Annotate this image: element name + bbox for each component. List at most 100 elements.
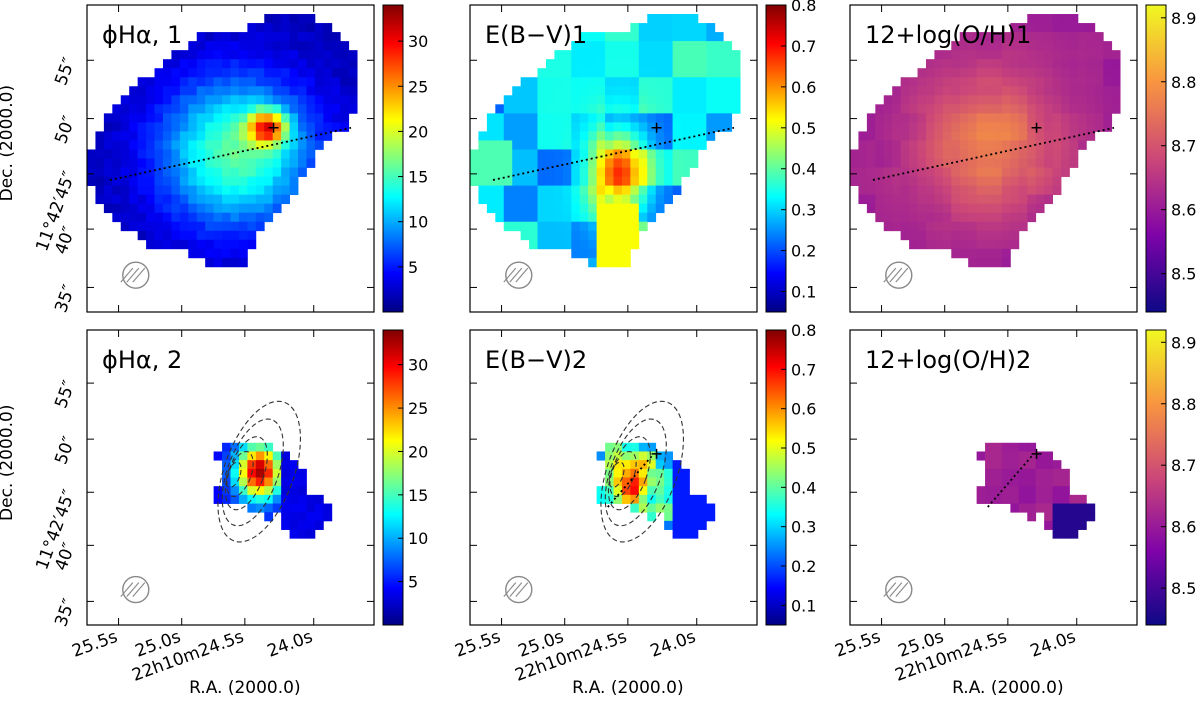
pixel bbox=[655, 460, 665, 470]
pixel bbox=[314, 131, 324, 141]
pixel bbox=[621, 203, 631, 214]
pixel bbox=[714, 104, 724, 114]
pixel bbox=[264, 194, 274, 205]
pixel bbox=[281, 451, 290, 461]
pixel bbox=[900, 194, 910, 205]
pixel bbox=[588, 95, 598, 105]
pixel bbox=[222, 194, 231, 205]
pixel bbox=[638, 131, 648, 141]
pixel bbox=[942, 59, 952, 69]
pixel bbox=[222, 239, 231, 250]
pixel bbox=[486, 122, 496, 132]
pixel bbox=[272, 176, 282, 186]
pixel bbox=[985, 239, 994, 250]
pixel bbox=[298, 494, 307, 504]
pixel bbox=[900, 149, 910, 159]
pixel bbox=[596, 486, 606, 496]
pixel bbox=[883, 221, 893, 232]
pixel bbox=[613, 104, 623, 114]
pixel bbox=[697, 23, 707, 33]
pixel bbox=[179, 230, 189, 241]
pixel bbox=[942, 131, 952, 141]
pixel bbox=[1061, 468, 1070, 478]
pixel bbox=[681, 167, 690, 177]
pixel bbox=[196, 113, 206, 123]
pixel bbox=[697, 140, 707, 150]
pixel bbox=[1027, 451, 1037, 461]
pixel bbox=[196, 95, 206, 105]
colorbar-tick-label: 25 bbox=[408, 399, 428, 418]
pixel bbox=[647, 68, 657, 78]
pixel bbox=[714, 68, 724, 78]
pixel bbox=[238, 451, 248, 461]
y-axis-label: Dec. (2000.0) bbox=[0, 85, 17, 201]
pixel bbox=[529, 167, 538, 177]
pixel bbox=[689, 104, 699, 114]
pixel bbox=[314, 95, 324, 105]
pixel bbox=[162, 140, 172, 150]
pixel bbox=[723, 59, 733, 69]
pixel bbox=[917, 77, 927, 87]
pixel bbox=[545, 77, 555, 87]
pixel bbox=[230, 442, 240, 452]
pixel bbox=[976, 194, 986, 205]
pixel bbox=[213, 68, 223, 78]
pixel bbox=[571, 104, 581, 114]
pixel bbox=[925, 185, 935, 196]
pixel bbox=[985, 77, 994, 87]
pixel bbox=[959, 149, 969, 159]
pixel bbox=[137, 113, 147, 123]
pixel bbox=[664, 104, 673, 114]
pixel bbox=[689, 520, 699, 530]
pixel bbox=[1077, 86, 1087, 96]
pixel bbox=[171, 221, 181, 232]
pixel bbox=[588, 185, 598, 196]
pixel bbox=[596, 257, 606, 268]
pixel bbox=[238, 131, 248, 141]
pixel bbox=[1001, 451, 1011, 461]
pixel bbox=[1077, 32, 1087, 42]
pixel bbox=[103, 140, 113, 150]
pixel bbox=[112, 167, 122, 177]
pixel bbox=[323, 77, 333, 87]
pixel bbox=[264, 512, 274, 522]
pixel bbox=[655, 95, 665, 105]
pixel bbox=[993, 486, 1003, 496]
pixel bbox=[146, 77, 155, 87]
pixel bbox=[238, 460, 248, 470]
pixel bbox=[171, 77, 181, 87]
pixel bbox=[909, 194, 918, 205]
pixel bbox=[934, 59, 944, 69]
pixel bbox=[238, 494, 248, 504]
pixel bbox=[272, 77, 282, 87]
pixel bbox=[120, 131, 130, 141]
pixel bbox=[247, 158, 257, 168]
pixel bbox=[605, 486, 614, 496]
pixel bbox=[909, 203, 918, 214]
pixel bbox=[621, 468, 631, 478]
pixel bbox=[672, 149, 682, 159]
pixel bbox=[1069, 59, 1079, 69]
pixel bbox=[281, 503, 290, 513]
pixel bbox=[1010, 140, 1020, 150]
pixel bbox=[934, 203, 944, 214]
pixel bbox=[1111, 104, 1121, 114]
pixel bbox=[179, 95, 189, 105]
pixel bbox=[1001, 248, 1011, 259]
pixel bbox=[205, 239, 215, 250]
panel-3: 12+log(O/H)18.58.68.78.88.9 bbox=[849, 4, 1196, 313]
pixel bbox=[205, 176, 215, 186]
pixel bbox=[1027, 140, 1037, 150]
pixel bbox=[264, 131, 274, 141]
pixel bbox=[613, 50, 623, 60]
pixel bbox=[171, 104, 181, 114]
pixel bbox=[605, 41, 614, 51]
pixel bbox=[1077, 104, 1087, 114]
pixel bbox=[281, 113, 290, 123]
pixel bbox=[883, 212, 893, 223]
pixel bbox=[1001, 131, 1011, 141]
pixel bbox=[596, 212, 606, 223]
pixel bbox=[672, 104, 682, 114]
pixel bbox=[1018, 32, 1028, 42]
pixel bbox=[723, 122, 733, 132]
